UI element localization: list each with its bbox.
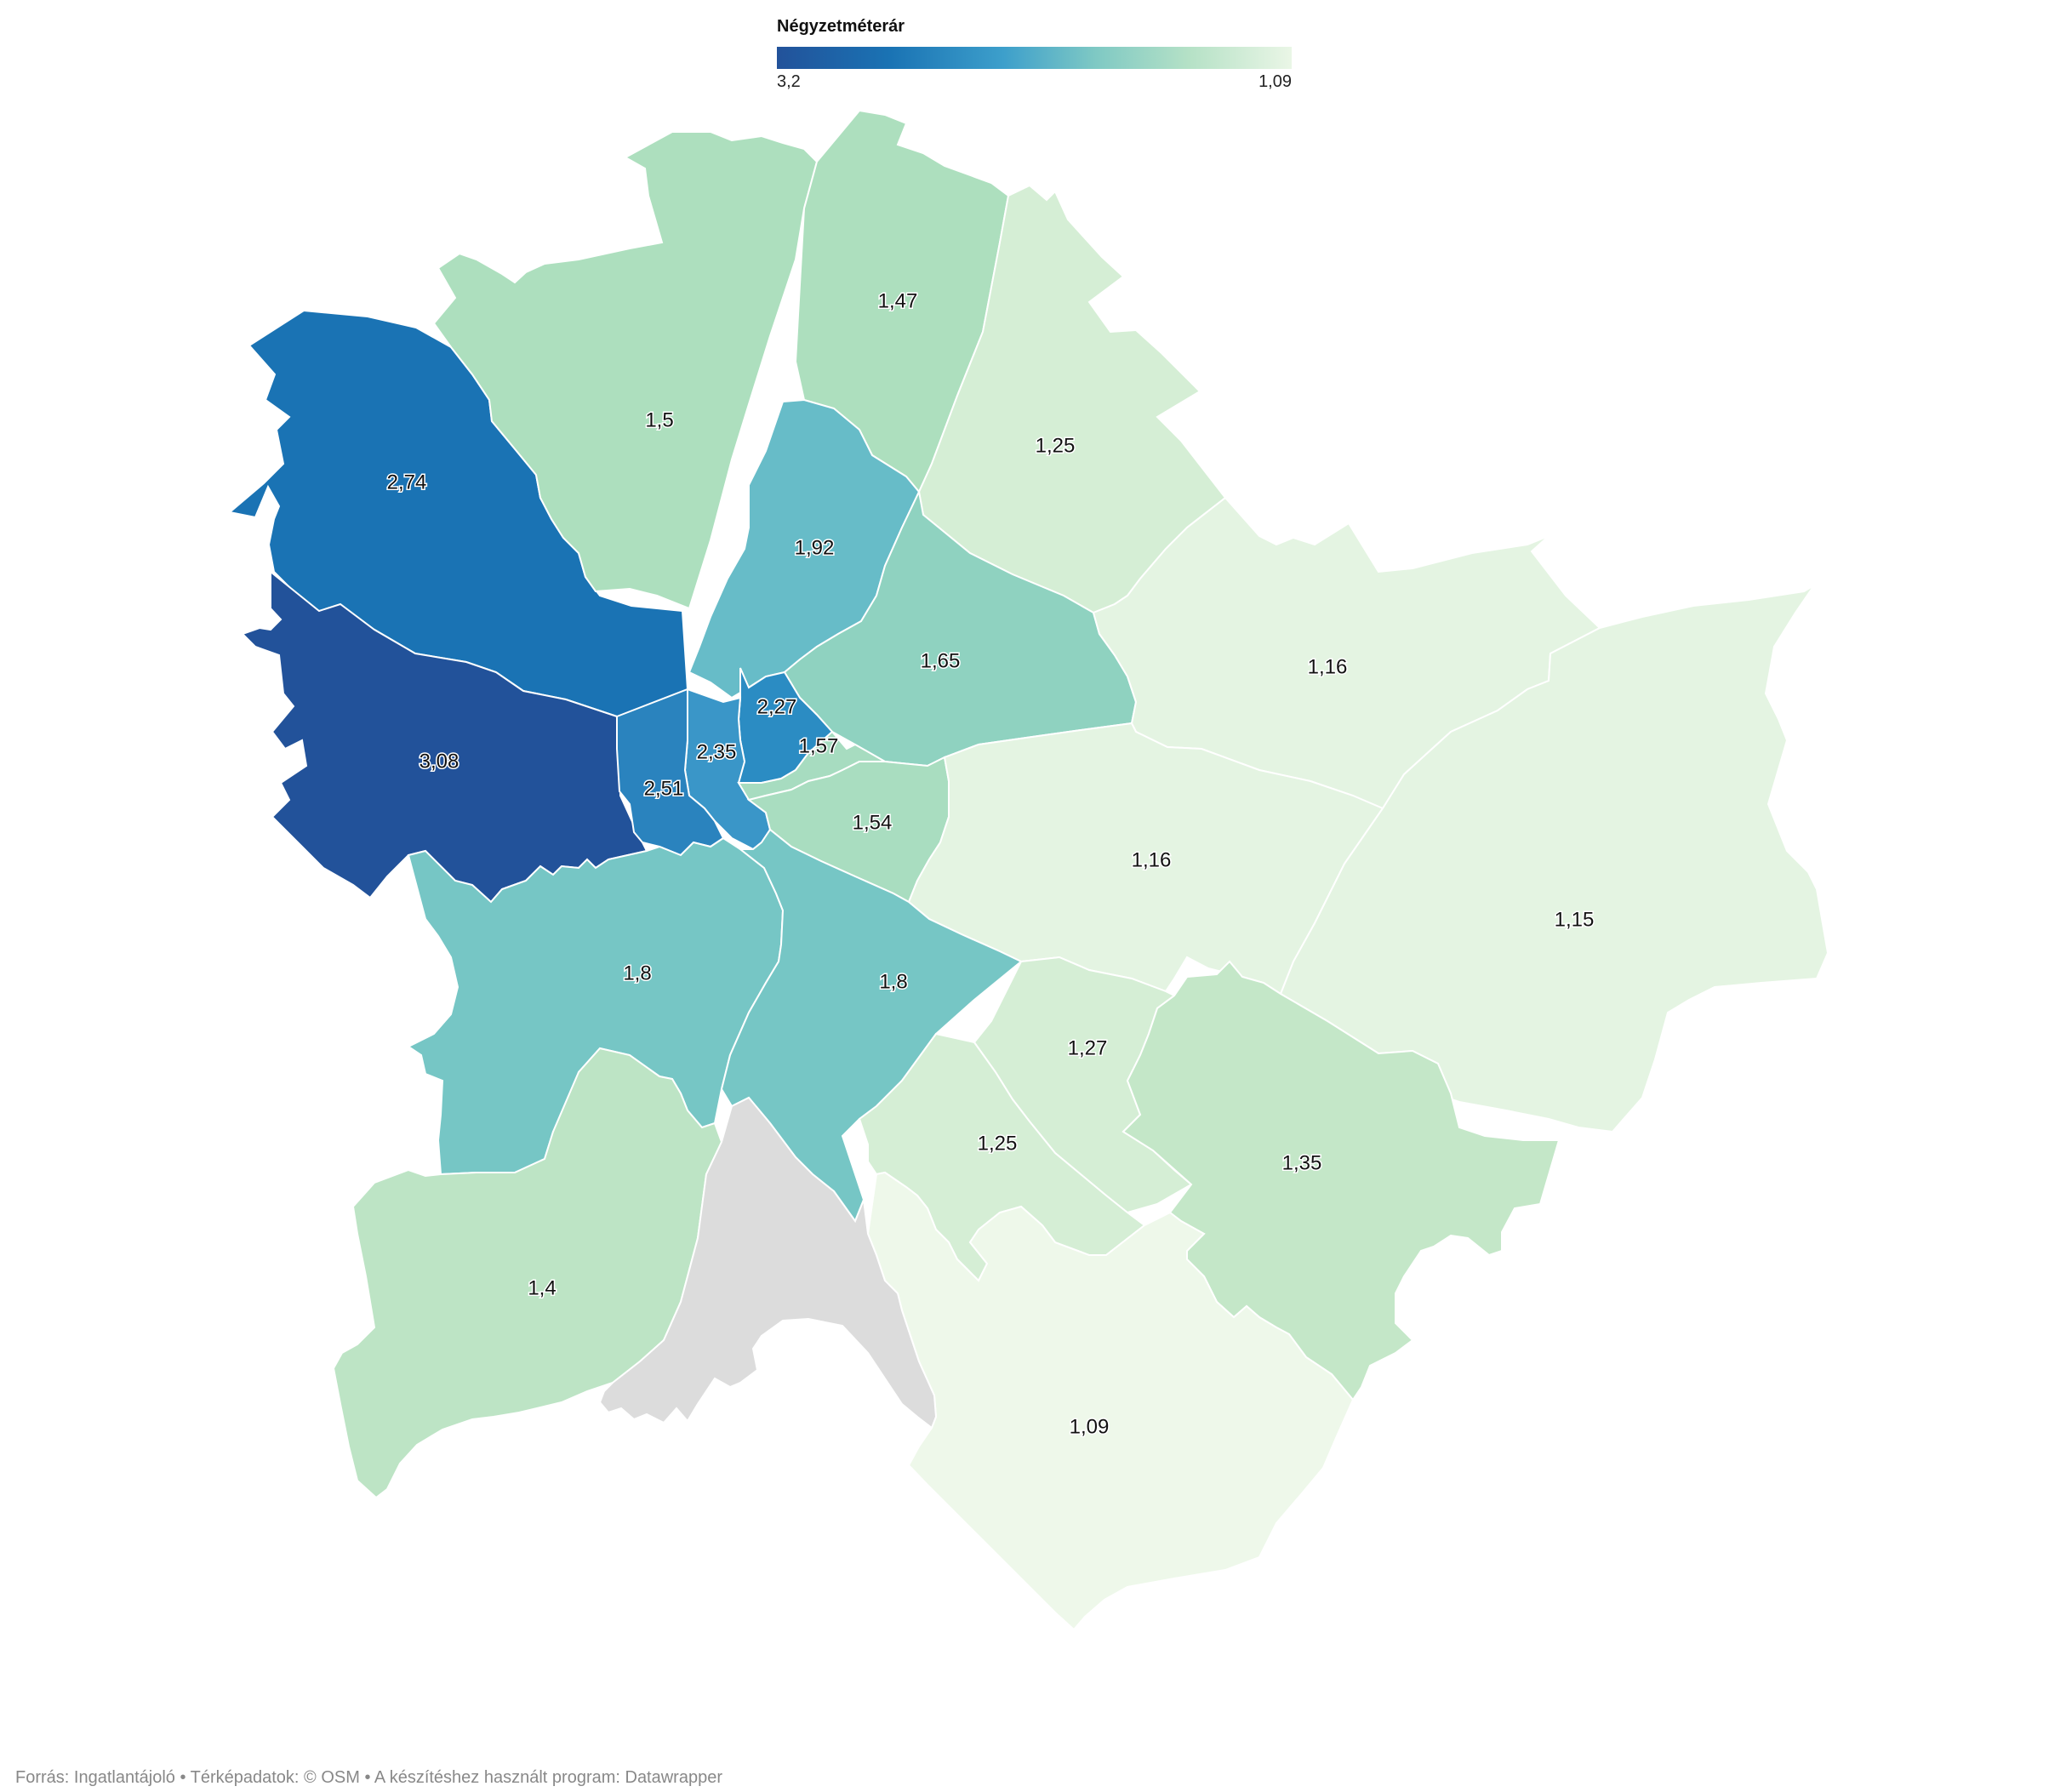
- legend-max-label: 1,09: [1259, 72, 1292, 91]
- map-regions: [227, 109, 1829, 1631]
- source-credit: Forrás: Ingatlantájoló • Térképadatok: ©…: [15, 1768, 722, 1787]
- legend-min-label: 3,2: [777, 72, 801, 91]
- district-value-label-d14: 1,65: [921, 649, 961, 672]
- district-value-label-d5: 2,35: [697, 740, 737, 763]
- district-value-label-d20: 1,25: [978, 1132, 1018, 1155]
- district-value-label-d12: 3,08: [420, 750, 459, 773]
- district-value-label-d13: 1,92: [795, 536, 835, 559]
- legend-ticks: 3,2 1,09: [777, 72, 1296, 94]
- district-value-label-d23: 1,09: [1070, 1415, 1110, 1438]
- district-value-label-d17: 1,15: [1555, 908, 1595, 931]
- district-value-label-d11: 1,8: [623, 962, 651, 984]
- district-value-label-d22: 1,4: [528, 1276, 556, 1299]
- district-value-label-d15: 1,25: [1036, 434, 1076, 457]
- district-region-d23[interactable]: [866, 1171, 1355, 1631]
- district-value-label-d10: 1,16: [1132, 848, 1172, 871]
- district-value-label-d3: 1,5: [645, 408, 673, 431]
- map-labels: 2,74 3,08 1,5 1,47 1,25 1,92 1,65 1,16 2,27 2,35 2…: [385, 288, 1595, 1440]
- district-value-label-d1: 2,51: [644, 777, 684, 800]
- legend-title: Négyzetméterár: [777, 17, 905, 36]
- district-region-d21[interactable]: [598, 1096, 938, 1430]
- district-region-d3[interactable]: [432, 131, 819, 610]
- district-value-label-d8: 1,54: [853, 811, 893, 834]
- district-value-label-d16: 1,16: [1308, 655, 1348, 678]
- district-value-label-d4: 1,47: [878, 289, 918, 312]
- legend-gradient-bar: [777, 47, 1292, 69]
- color-legend: Négyzetméterár 3,2 1,09: [777, 17, 1296, 94]
- district-value-label-d7: 1,57: [799, 734, 839, 757]
- district-value-label-d2: 2,74: [387, 471, 427, 494]
- district-value-label-d9: 1,8: [879, 970, 907, 993]
- district-value-label-d19: 1,27: [1068, 1036, 1108, 1059]
- district-region-d9[interactable]: [720, 828, 1023, 1224]
- district-value-label-d18: 1,35: [1282, 1151, 1322, 1174]
- district-value-label-d6: 2,27: [757, 695, 797, 718]
